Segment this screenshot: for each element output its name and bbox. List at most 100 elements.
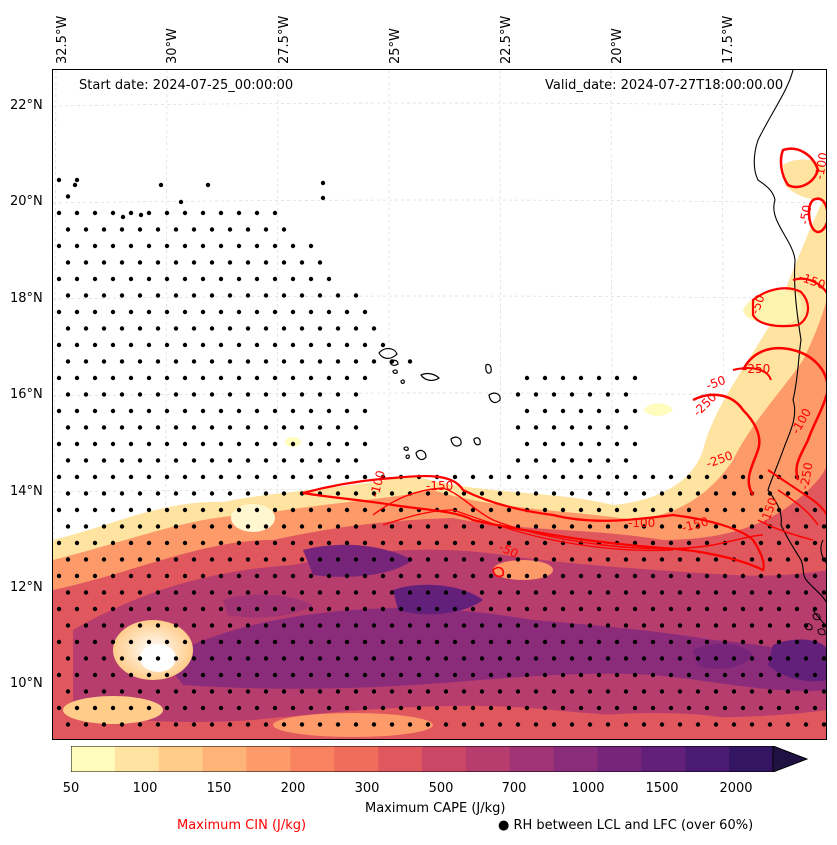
rh-dot xyxy=(785,722,791,727)
rh-dot xyxy=(245,590,251,595)
rh-dot xyxy=(416,606,422,612)
rh-dot xyxy=(164,540,170,546)
rh-dot xyxy=(272,342,278,348)
rh-dot xyxy=(596,474,602,480)
contour-label: -150 xyxy=(426,479,453,493)
rh-dot xyxy=(299,623,305,628)
rh-dot xyxy=(236,441,242,447)
rh-dot xyxy=(72,182,78,188)
rh-dot xyxy=(560,507,566,513)
rh-dot xyxy=(290,672,296,678)
rh-dot xyxy=(218,573,224,579)
rh-dot xyxy=(335,425,341,430)
rh-dot xyxy=(578,507,584,513)
rh-dot xyxy=(272,672,278,678)
rh-dot xyxy=(263,524,269,529)
rh-dot xyxy=(650,474,656,480)
rh-dot xyxy=(794,573,800,579)
rh-dot xyxy=(317,524,323,529)
rh-dot xyxy=(389,524,395,529)
rh-dot xyxy=(569,623,575,628)
rh-dot xyxy=(164,705,170,711)
rh-dot xyxy=(236,639,242,645)
rh-dot xyxy=(335,392,341,397)
rh-dot xyxy=(74,639,80,645)
rh-dot xyxy=(749,590,755,595)
rh-dot xyxy=(812,573,818,579)
rh-dot xyxy=(317,425,323,430)
rh-dot xyxy=(290,441,296,447)
rh-dot xyxy=(362,408,368,414)
rh-dot xyxy=(110,342,116,348)
rh-dot xyxy=(272,606,278,612)
rh-dot xyxy=(641,656,647,661)
rh-dot xyxy=(236,705,242,711)
rh-dot xyxy=(578,705,584,711)
rh-dot xyxy=(362,639,368,645)
rh-dot xyxy=(56,342,62,348)
rh-dot xyxy=(587,491,593,496)
rh-dot xyxy=(524,606,530,612)
rh-dot xyxy=(713,557,719,562)
rh-dot xyxy=(205,182,211,188)
rh-dot xyxy=(407,524,413,529)
cape-colorbar xyxy=(71,746,808,772)
rh-dot xyxy=(308,309,314,315)
rh-dot xyxy=(92,210,98,216)
colorbar-tick: 50 xyxy=(62,781,80,796)
rh-dot xyxy=(344,441,350,447)
rh-dot xyxy=(362,573,368,579)
rh-dot xyxy=(173,590,179,595)
rh-dot xyxy=(407,557,413,562)
rh-dot xyxy=(659,524,665,529)
rh-dot xyxy=(83,524,89,529)
rh-dot xyxy=(785,590,791,595)
rh-dot xyxy=(578,441,584,447)
rh-dot xyxy=(479,722,485,727)
rh-dot xyxy=(326,507,332,513)
rh-dot xyxy=(560,408,566,414)
rh-dot xyxy=(182,276,188,282)
rh-dot xyxy=(353,722,359,727)
rh-dot xyxy=(614,474,620,480)
rh-dot xyxy=(128,474,134,480)
rh-dot xyxy=(515,491,521,496)
rh-dot xyxy=(200,606,206,612)
colorbar-tick: 150 xyxy=(206,781,232,796)
rh-dot xyxy=(209,458,215,463)
rh-dot xyxy=(326,441,332,447)
rh-dot xyxy=(344,375,350,381)
rh-dot xyxy=(623,689,629,694)
rh-dot xyxy=(659,590,665,595)
rh-dot xyxy=(587,722,593,727)
rh-dot xyxy=(110,474,116,480)
rh-dot xyxy=(605,491,611,496)
rh-dot xyxy=(443,524,449,529)
rh-dot xyxy=(155,260,161,265)
rh-dot xyxy=(263,359,269,364)
rh-dot xyxy=(407,689,413,694)
rh-dot xyxy=(641,722,647,727)
rh-dot xyxy=(56,408,62,414)
rh-dot xyxy=(533,491,539,496)
rh-dot xyxy=(677,491,683,496)
rh-dot xyxy=(281,293,287,298)
rh-dot xyxy=(119,392,125,397)
map-panel[interactable]: -50 -100 -150 -250 -50 -100 -150 -250 -5… xyxy=(52,69,827,740)
rh-dot xyxy=(443,656,449,661)
rh-dot xyxy=(110,573,116,579)
rh-dot xyxy=(371,557,377,562)
rh-dot xyxy=(335,590,341,595)
rh-dot xyxy=(92,540,98,546)
rh-dot xyxy=(272,705,278,711)
rh-dot xyxy=(425,623,431,628)
lon-label-20w: 20°W xyxy=(610,28,625,64)
rh-dot xyxy=(272,573,278,579)
rh-dot xyxy=(182,210,188,216)
rh-dot xyxy=(236,243,242,249)
rh-dot xyxy=(416,672,422,678)
rh-dot xyxy=(470,540,476,546)
rh-dot xyxy=(560,672,566,678)
rh-dot xyxy=(263,392,269,397)
rh-dot xyxy=(740,639,746,645)
